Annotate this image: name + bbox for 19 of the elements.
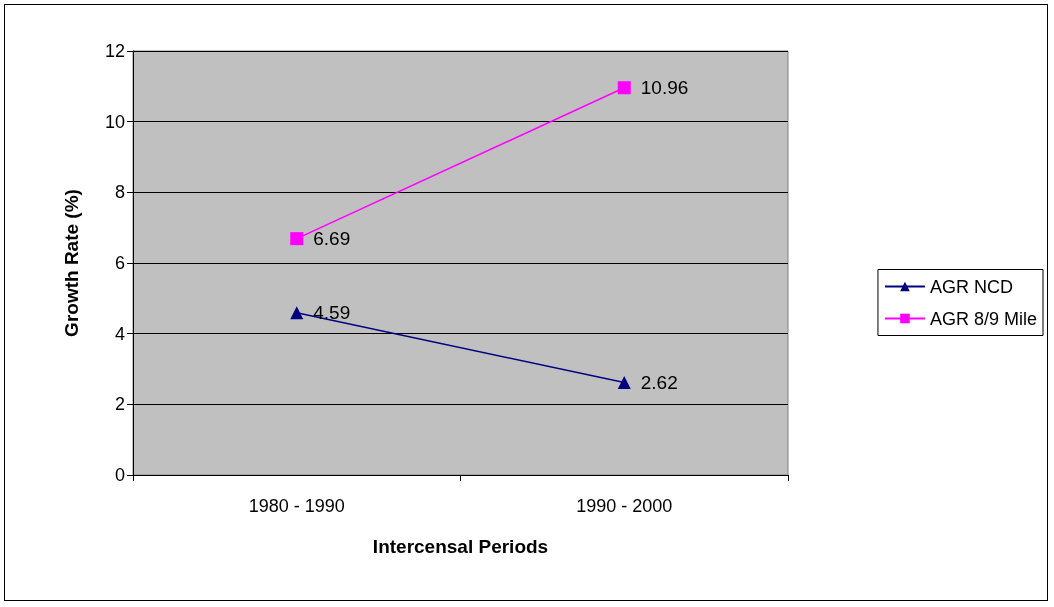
y-tick-label: 8: [114, 182, 125, 203]
point: [617, 81, 631, 95]
data-label: 10.96: [640, 77, 689, 99]
y-tick-label: 6: [114, 253, 125, 273]
y-tick-label: 4: [114, 323, 125, 344]
data-label: 2.62: [640, 371, 678, 393]
y-axis-title: Growth Rate (%): [61, 189, 82, 337]
x-tick-label: 1980 - 1990: [248, 496, 345, 516]
legend-label: AGR NCD: [929, 276, 1013, 297]
point: [290, 232, 304, 246]
y-tick-label: 12: [104, 41, 125, 61]
legend-label: AGR 8/9 Mile: [929, 308, 1038, 329]
data-label: 6.69: [313, 228, 351, 250]
x-tick-label: 1990 - 2000: [576, 496, 673, 516]
data-label: 4.59: [313, 302, 351, 324]
y-tick-label: 10: [104, 111, 125, 132]
y-tick-label: 2: [114, 394, 125, 415]
x-axis-title: Intercensal Periods: [372, 536, 549, 557]
y-tick-label: 0: [114, 465, 125, 485]
